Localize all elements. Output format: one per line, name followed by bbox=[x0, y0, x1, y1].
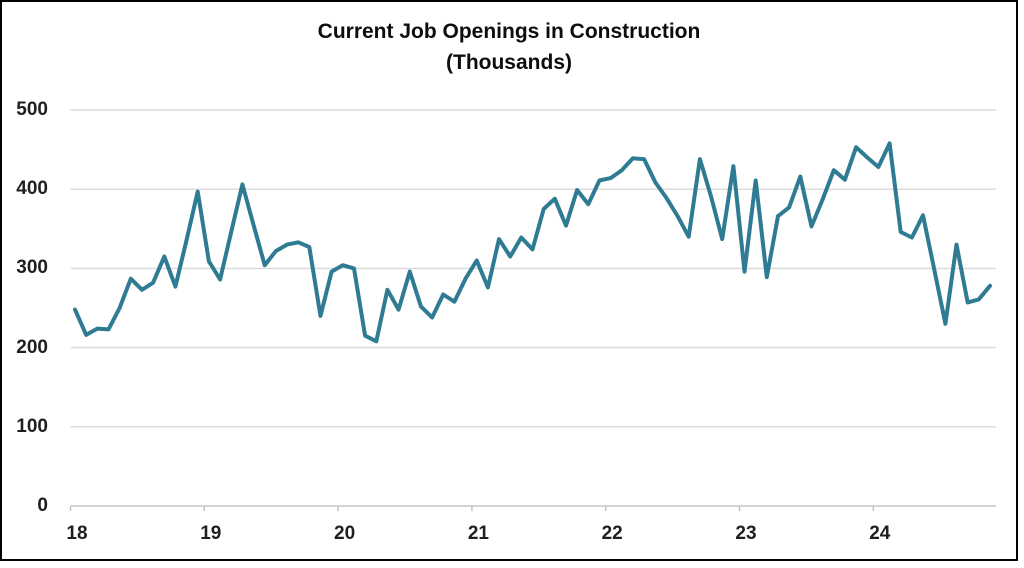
x-axis-tick-label: 23 bbox=[735, 523, 757, 544]
y-axis-tick-label: 200 bbox=[16, 336, 48, 358]
x-axis-tick-label: 18 bbox=[66, 523, 88, 544]
data-line-series bbox=[73, 141, 992, 344]
x-axis-tick-label: 24 bbox=[869, 523, 891, 544]
chart-title-line1: Current Job Openings in Construction bbox=[317, 20, 701, 43]
chart-title: Current Job Openings in Construction (Th… bbox=[0, 16, 1018, 78]
x-axis-tick-label: 22 bbox=[601, 523, 623, 544]
x-axis-tick-label: 21 bbox=[467, 523, 489, 544]
y-axis-tick-label: 500 bbox=[16, 99, 48, 120]
chart-title-line2: (Thousands) bbox=[446, 51, 572, 74]
y-axis-tick-label: 400 bbox=[16, 178, 48, 200]
y-axis-tick-label: 0 bbox=[37, 495, 48, 516]
y-axis-tick-label: 100 bbox=[16, 415, 48, 437]
x-axis-tick-label: 19 bbox=[200, 523, 222, 544]
x-axis-tick-label: 20 bbox=[334, 523, 356, 544]
y-axis-tick-label: 300 bbox=[16, 257, 48, 279]
